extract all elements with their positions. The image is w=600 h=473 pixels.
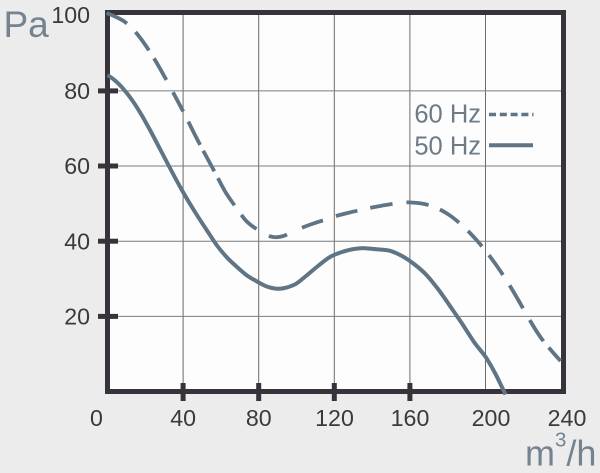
svg-text:240: 240 (548, 405, 587, 431)
svg-text:40: 40 (170, 405, 196, 431)
svg-text:100: 100 (51, 2, 90, 28)
svg-text:60: 60 (64, 153, 90, 179)
svg-text:Pa: Pa (4, 4, 50, 45)
svg-text:80: 80 (246, 405, 272, 431)
svg-text:0: 0 (90, 405, 103, 431)
svg-text:50 Hz: 50 Hz (414, 133, 481, 161)
svg-text:80: 80 (64, 78, 90, 104)
svg-text:200: 200 (472, 405, 511, 431)
svg-text:60 Hz: 60 Hz (414, 101, 481, 129)
svg-text:20: 20 (64, 304, 90, 330)
svg-text:160: 160 (391, 405, 430, 431)
svg-text:120: 120 (315, 405, 354, 431)
svg-text:40: 40 (64, 228, 90, 254)
